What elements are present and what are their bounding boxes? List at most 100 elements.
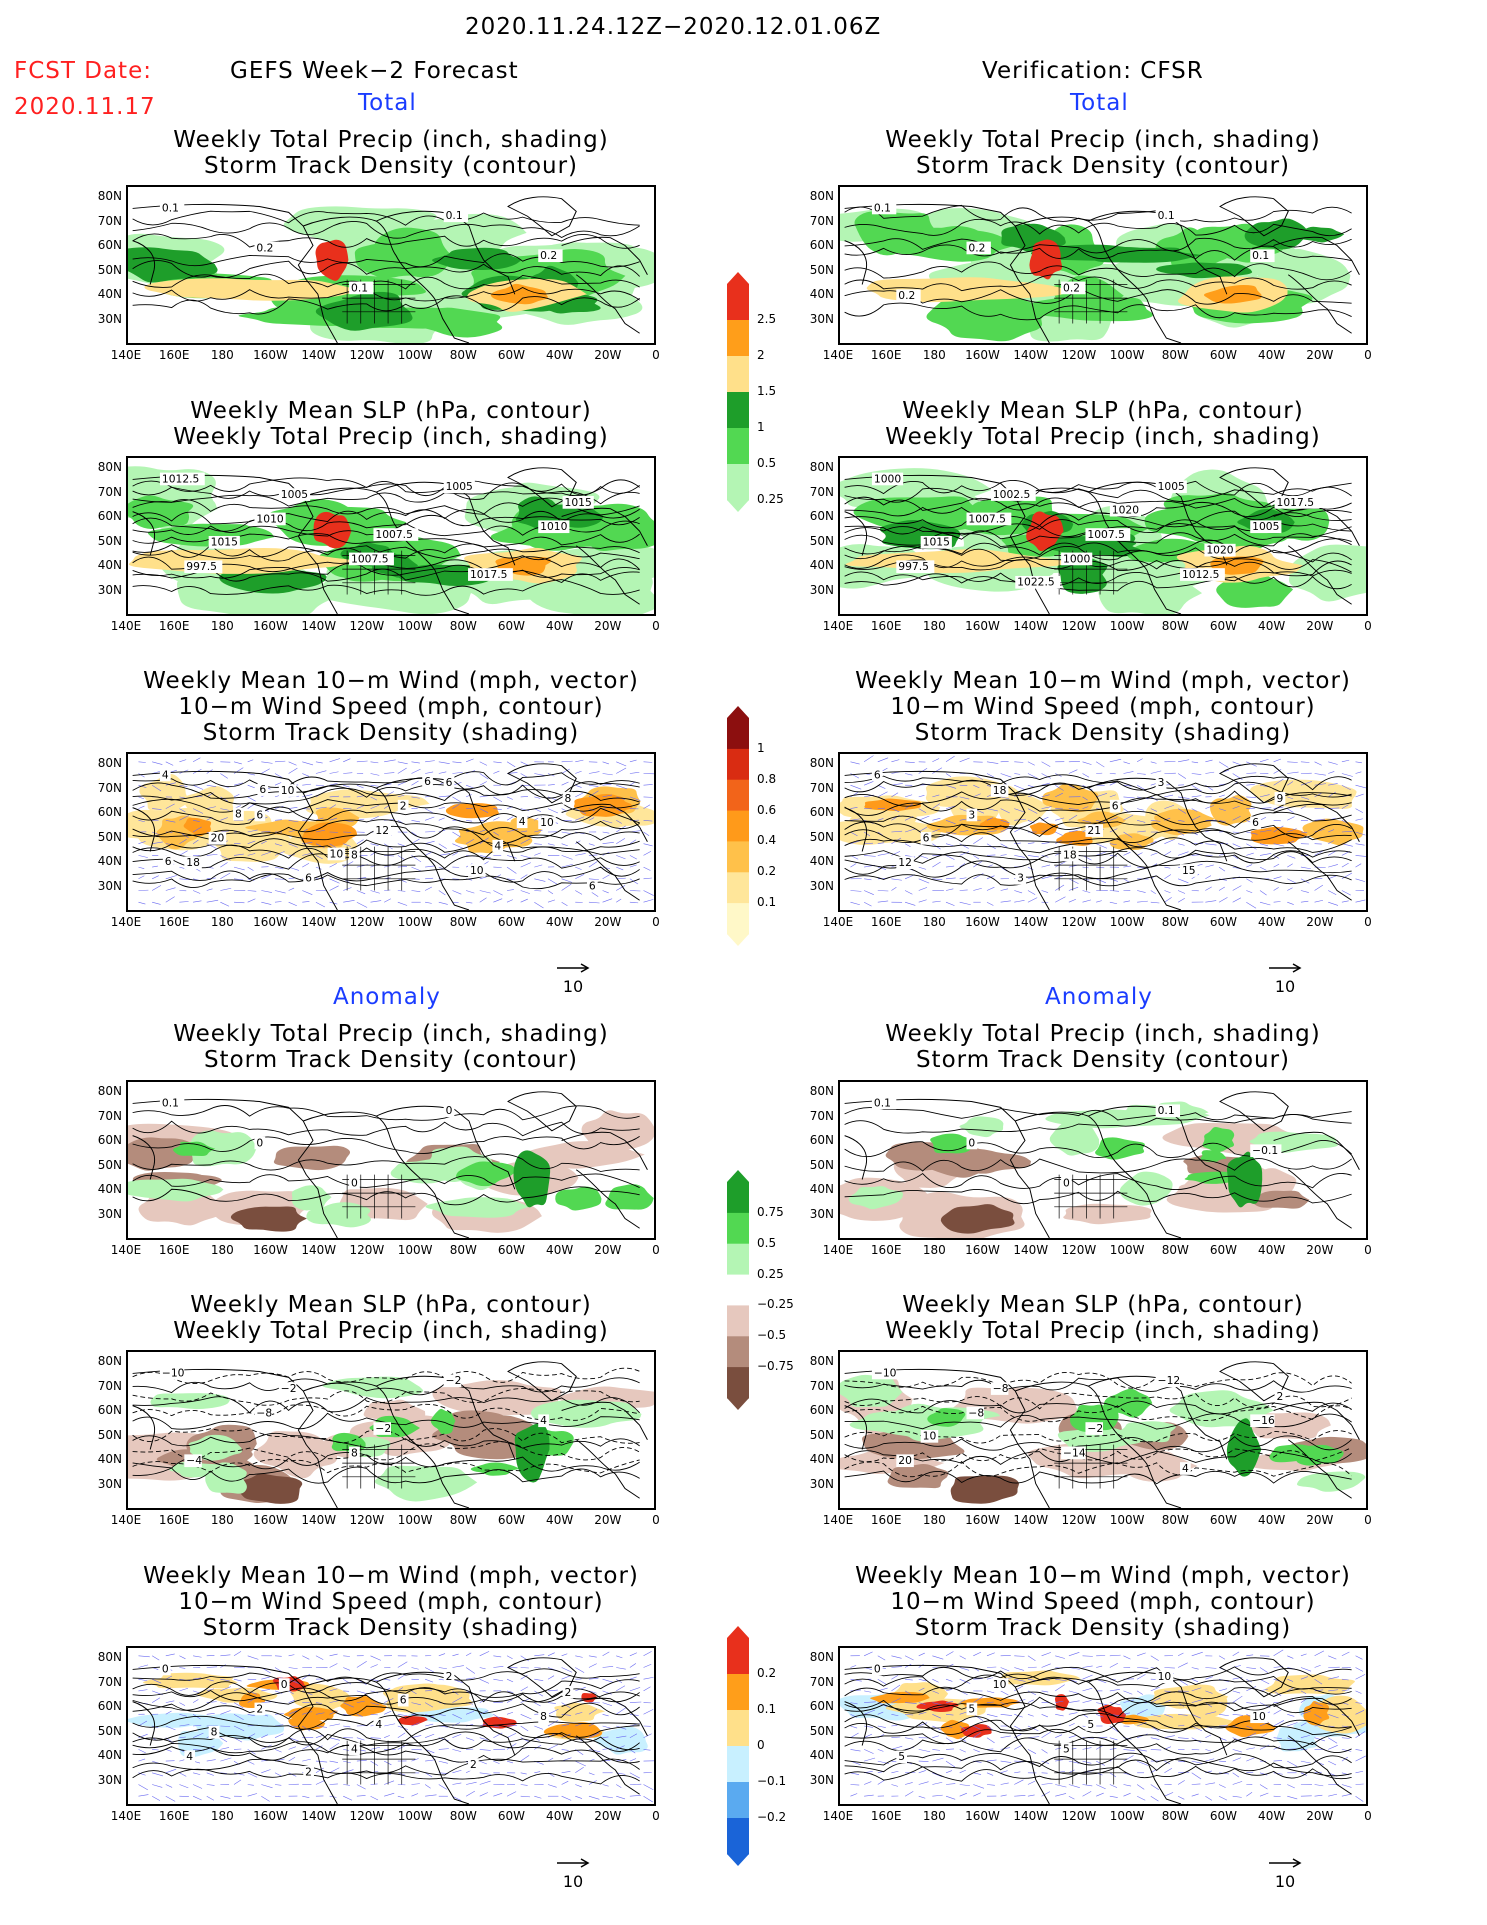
wind-vector bbox=[261, 901, 272, 905]
colorbar-label: −0.75 bbox=[757, 1359, 794, 1374]
wind-vector bbox=[274, 901, 282, 903]
wind-vector bbox=[425, 1794, 437, 1797]
wind-vector bbox=[864, 1725, 874, 1728]
lon-tick-label: 140W bbox=[301, 1513, 337, 1527]
contour-label-bg bbox=[1204, 543, 1236, 557]
wind-vector bbox=[1177, 1662, 1188, 1668]
contour-line bbox=[844, 837, 1352, 854]
lon-tick-label: 100W bbox=[1109, 619, 1145, 633]
wind-vector bbox=[1068, 899, 1077, 903]
lon-tick-label: 40W bbox=[546, 619, 574, 633]
map-panel-p5: 4 6 8 6 10 18 10 12 10 8 20 6 2 4 6 8 10 6 4 6 6 bbox=[126, 752, 656, 912]
lat-tick-label: 30N bbox=[97, 1206, 122, 1221]
wind-vector bbox=[220, 887, 232, 891]
lon-tick-label: 100W bbox=[397, 915, 433, 929]
wind-vector bbox=[959, 1699, 966, 1703]
wind-vector bbox=[1178, 1760, 1185, 1763]
contour-label: 5 bbox=[898, 1750, 905, 1763]
contour-label: 1022.5 bbox=[1017, 576, 1055, 589]
wind-vector bbox=[616, 1745, 625, 1750]
wind-vector bbox=[1287, 1748, 1297, 1750]
lon-tick-label: 60W bbox=[497, 1513, 526, 1527]
wind-vector bbox=[479, 855, 491, 859]
contour-label: 4 bbox=[375, 1718, 382, 1731]
wind-vector bbox=[864, 855, 876, 857]
wind-vector bbox=[343, 1784, 350, 1786]
wind-vector bbox=[547, 784, 555, 786]
wind-vector bbox=[1341, 1793, 1352, 1797]
wind-vector bbox=[152, 1772, 164, 1777]
contour-label: 2 bbox=[256, 1702, 263, 1715]
contour-line bbox=[132, 873, 640, 890]
wind-vector bbox=[945, 1678, 953, 1682]
lon-tick-label: 20W bbox=[594, 1243, 622, 1257]
wind-vector bbox=[918, 1652, 925, 1657]
wind-vector bbox=[247, 866, 254, 871]
wind-vector bbox=[1259, 1784, 1268, 1790]
lon-tick-label: 40W bbox=[546, 1513, 574, 1527]
wind-vector bbox=[411, 838, 420, 844]
panel-title: Weekly Total Precip (inch, shading) Stor… bbox=[885, 127, 1321, 179]
wind-vector bbox=[1232, 885, 1242, 891]
wind-vector bbox=[356, 1700, 365, 1703]
contour-label: 20 bbox=[211, 832, 225, 845]
wind-vector bbox=[493, 1666, 504, 1668]
wind-vector bbox=[1355, 1749, 1363, 1751]
wind-vector bbox=[179, 1784, 189, 1789]
wind-vector bbox=[425, 901, 432, 904]
anomaly-shading bbox=[930, 1133, 976, 1154]
wind-vector bbox=[151, 1697, 161, 1703]
wind-vector bbox=[643, 804, 651, 809]
wind-vector bbox=[343, 843, 352, 847]
wind-vector bbox=[288, 1699, 296, 1703]
wind-vector bbox=[165, 1675, 173, 1680]
contour-line bbox=[844, 244, 1352, 262]
coastline bbox=[1015, 1381, 1182, 1508]
anomaly-shading bbox=[513, 1150, 551, 1208]
wind-vector bbox=[602, 898, 613, 903]
lon-tick-label: 160W bbox=[965, 348, 1000, 362]
wind-vector bbox=[1218, 897, 1228, 903]
lon-tick-label: 0 bbox=[652, 915, 660, 929]
lon-tick-label: 120W bbox=[349, 1513, 385, 1527]
coastline bbox=[303, 783, 470, 910]
wind-vector bbox=[506, 1791, 517, 1797]
wind-vector bbox=[479, 808, 489, 813]
wind-vector bbox=[1068, 1769, 1075, 1774]
wind-vector bbox=[411, 1702, 421, 1706]
wind-vector bbox=[288, 887, 295, 891]
wind-vector bbox=[1136, 1708, 1148, 1715]
coastline bbox=[1287, 545, 1352, 605]
wind-vector bbox=[179, 1687, 189, 1692]
wind-vector bbox=[986, 901, 994, 906]
wind-vector bbox=[932, 794, 940, 798]
wind-vector bbox=[274, 1677, 283, 1680]
contour-line bbox=[844, 1765, 1352, 1782]
lon-tick-label: 60W bbox=[1209, 1243, 1238, 1257]
contour-label-bg bbox=[443, 1670, 455, 1684]
wind-vector bbox=[302, 783, 312, 786]
wind-vector bbox=[520, 830, 528, 833]
wind-vector bbox=[1177, 851, 1189, 856]
wind-vector bbox=[918, 1770, 926, 1774]
precip-shading bbox=[1203, 285, 1262, 304]
contour-label-bg bbox=[254, 512, 286, 526]
contour-line bbox=[132, 273, 640, 290]
contour-line bbox=[132, 260, 640, 278]
wind-vector bbox=[1355, 878, 1366, 882]
wind-vector bbox=[1287, 855, 1296, 859]
wind-vector bbox=[1014, 784, 1025, 790]
wind-vector bbox=[1246, 852, 1254, 856]
wind-vector bbox=[506, 796, 513, 800]
lon-tick-label: 180 bbox=[922, 915, 946, 929]
wind-vector bbox=[1082, 866, 1089, 869]
wind-vector bbox=[261, 874, 271, 880]
lon-tick-label: 120W bbox=[349, 1809, 385, 1823]
wind-vector bbox=[520, 1795, 531, 1798]
wind-vector bbox=[356, 1759, 367, 1762]
wind-vector bbox=[1164, 1714, 1174, 1718]
storm-anomaly-shading bbox=[1303, 1701, 1330, 1726]
wind-vector bbox=[877, 784, 886, 789]
contour-label-bg bbox=[1085, 824, 1103, 837]
contour-label: −14 bbox=[1063, 1446, 1086, 1459]
